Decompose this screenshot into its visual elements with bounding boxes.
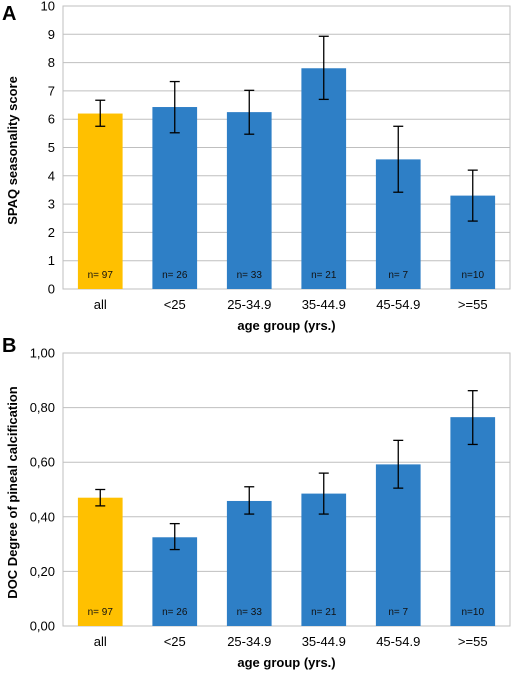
x-axis-label: age group (yrs.) [237,655,335,670]
n-label: n= 7 [388,607,408,618]
panel-letter: B [2,335,16,357]
bar [301,493,347,626]
x-tick-label: <25 [164,297,186,312]
y-tick-label: 3 [48,197,55,212]
x-tick-label: 45-54.9 [376,634,420,649]
y-tick-label: 0,00 [30,619,55,634]
n-label: n= 33 [237,607,263,618]
y-tick-label: 0,60 [30,455,55,470]
y-tick-label: 1,00 [30,346,55,361]
bar [77,113,123,289]
x-tick-label: 25-34.9 [227,634,271,649]
y-tick-label: 9 [48,27,55,42]
n-label: n=10 [461,607,484,618]
x-tick-label: >=55 [458,634,488,649]
bar [77,497,123,626]
plot-frame [62,352,511,627]
n-label: n=10 [461,270,484,281]
x-tick-label: all [94,634,107,649]
y-tick-label: 0,20 [30,564,55,579]
x-tick-label: 35-44.9 [302,297,346,312]
bar [301,68,347,289]
y-tick-label: 8 [48,55,55,70]
x-axis-label: age group (yrs.) [237,318,335,333]
bar [226,112,272,289]
y-tick-label: 2 [48,225,55,240]
y-axis-label: DOC Degree of pineal calcification [5,386,20,598]
y-axis-label: SPAQ seasonality score [5,76,20,225]
x-tick-label: 25-34.9 [227,297,271,312]
bar [375,464,421,626]
x-tick-label: 45-54.9 [376,297,420,312]
y-tick-label: 1 [48,253,55,268]
chart-panel-a: A 0 1 2 3 4 5 6 7 8 9 10 n= 97 all n= 26 <25 n= 33 25-34.… [2,0,511,333]
n-label: n= 97 [88,607,114,618]
y-tick-label: 4 [48,168,55,183]
chart-panel-b: B 0,00 0,20 0,40 0,60 0,80 1,00 n= 97 all n= 26 <2… [2,335,511,670]
y-tick-label: 0,80 [30,400,55,415]
n-label: n= 21 [311,607,337,618]
plot-frame [62,5,511,290]
x-tick-label: >=55 [458,297,488,312]
n-label: n= 33 [237,270,263,281]
y-tick-label: 5 [48,140,55,155]
x-tick-label: <25 [164,634,186,649]
bar [152,107,198,289]
n-label: n= 97 [88,270,114,281]
bar [152,537,198,626]
n-label: n= 7 [388,270,408,281]
n-label: n= 26 [162,270,188,281]
panel-letter: A [2,3,16,25]
y-tick-label: 6 [48,112,55,127]
y-tick-label: 0,40 [30,509,55,524]
y-tick-label: 7 [48,83,55,98]
y-tick-label: 0 [48,282,55,297]
bar [226,500,272,626]
x-tick-label: 35-44.9 [302,634,346,649]
n-label: n= 26 [162,607,188,618]
y-tick-label: 10 [41,0,55,14]
bar [450,417,496,626]
x-tick-label: all [94,297,107,312]
n-label: n= 21 [311,270,337,281]
